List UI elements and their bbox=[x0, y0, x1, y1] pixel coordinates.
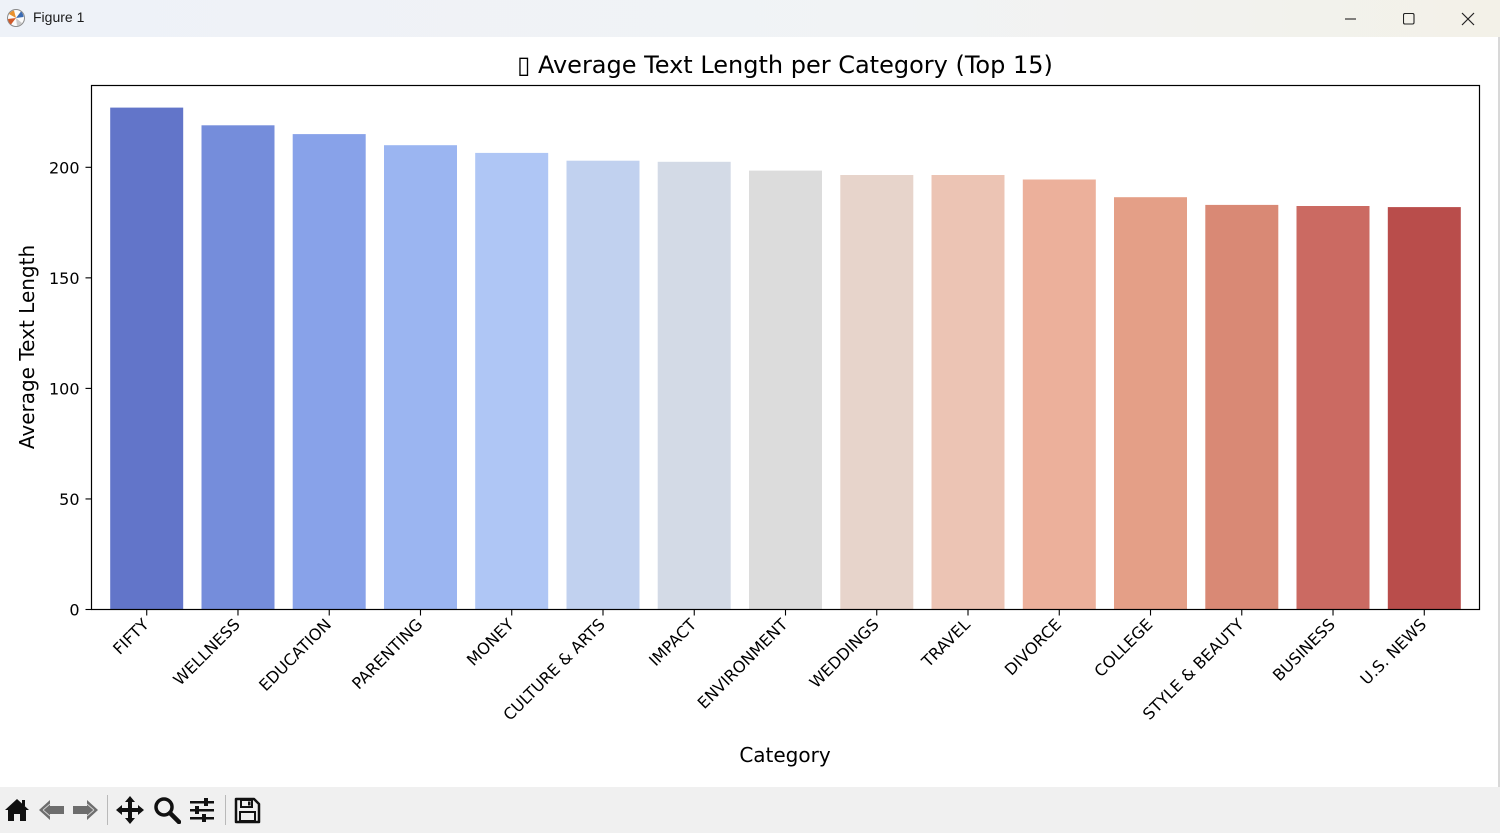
bar bbox=[1296, 206, 1370, 610]
figure-canvas: ▯ Average Text Length per Category (Top … bbox=[0, 37, 1500, 787]
bar bbox=[1387, 207, 1461, 610]
forward-icon bbox=[73, 800, 98, 820]
window-title: Figure 1 bbox=[33, 9, 85, 25]
y-axis-label: Average Text Length bbox=[15, 245, 39, 449]
x-tick-label: CULTURE & ARTS bbox=[499, 615, 608, 724]
home-icon bbox=[5, 799, 29, 821]
minimize-button[interactable] bbox=[1322, 0, 1380, 37]
back-button[interactable] bbox=[36, 794, 68, 826]
y-tick-label: 150 bbox=[49, 269, 80, 288]
x-tick-label: WELLNESS bbox=[169, 615, 243, 689]
bar bbox=[1114, 197, 1187, 610]
bar bbox=[110, 107, 184, 610]
back-icon bbox=[39, 800, 64, 820]
bar-chart: ▯ Average Text Length per Category (Top … bbox=[15, 51, 1481, 767]
x-tick-label: BUSINESS bbox=[1269, 615, 1339, 685]
zoom-icon bbox=[154, 797, 181, 824]
bar bbox=[657, 161, 731, 610]
chart-title: ▯ Average Text Length per Category (Top … bbox=[517, 51, 1053, 79]
x-tick-label: TRAVEL bbox=[917, 615, 974, 672]
toolbar-separator bbox=[107, 795, 108, 825]
bar bbox=[201, 125, 275, 610]
app-icon bbox=[7, 9, 25, 27]
x-tick-label: DIVORCE bbox=[1001, 615, 1065, 679]
bar bbox=[384, 145, 457, 610]
x-tick-label: WEDDINGS bbox=[806, 615, 883, 692]
x-tick-label: U.S. NEWS bbox=[1356, 615, 1430, 689]
window-border bbox=[1498, 37, 1500, 787]
configure-button[interactable] bbox=[186, 794, 218, 826]
bar bbox=[931, 175, 1005, 610]
bar bbox=[292, 134, 366, 610]
bar bbox=[749, 170, 822, 610]
zoom-button[interactable] bbox=[151, 794, 183, 826]
close-icon bbox=[1461, 12, 1475, 25]
pan-icon bbox=[116, 796, 144, 824]
x-axis-label: Category bbox=[739, 743, 831, 767]
y-tick-label: 50 bbox=[59, 490, 79, 509]
x-tick-label: PARENTING bbox=[348, 615, 426, 693]
forward-button[interactable] bbox=[69, 794, 101, 826]
plot-frame bbox=[90, 84, 1481, 611]
x-tick-label: STYLE & BEAUTY bbox=[1139, 615, 1248, 724]
x-tick-label: IMPACT bbox=[645, 615, 700, 670]
maximize-icon bbox=[1403, 12, 1415, 25]
pan-button[interactable] bbox=[114, 794, 146, 826]
y-tick-label: 0 bbox=[69, 601, 79, 620]
save-button[interactable] bbox=[231, 794, 263, 826]
bar bbox=[840, 175, 914, 610]
bar bbox=[1022, 179, 1096, 610]
bar bbox=[475, 152, 549, 610]
bar bbox=[566, 160, 640, 610]
x-tick-label: ENVIRONMENT bbox=[694, 615, 792, 713]
x-tick-label: MONEY bbox=[463, 615, 518, 670]
close-button[interactable] bbox=[1439, 0, 1497, 37]
window-titlebar: Figure 1 bbox=[0, 0, 1500, 37]
maximize-button[interactable] bbox=[1380, 0, 1438, 37]
y-tick-label: 100 bbox=[49, 379, 80, 398]
x-tick-label: EDUCATION bbox=[255, 615, 335, 695]
toolbar-separator bbox=[225, 795, 226, 825]
minimize-icon bbox=[1345, 17, 1356, 20]
save-icon bbox=[234, 797, 261, 824]
x-tick-label: COLLEGE bbox=[1090, 615, 1156, 681]
navigation-toolbar bbox=[0, 787, 1500, 833]
x-tick-label: FIFTY bbox=[109, 615, 153, 659]
y-tick-label: 200 bbox=[49, 158, 80, 177]
bar bbox=[1205, 204, 1279, 610]
home-button[interactable] bbox=[1, 794, 33, 826]
configure-icon bbox=[190, 798, 214, 822]
